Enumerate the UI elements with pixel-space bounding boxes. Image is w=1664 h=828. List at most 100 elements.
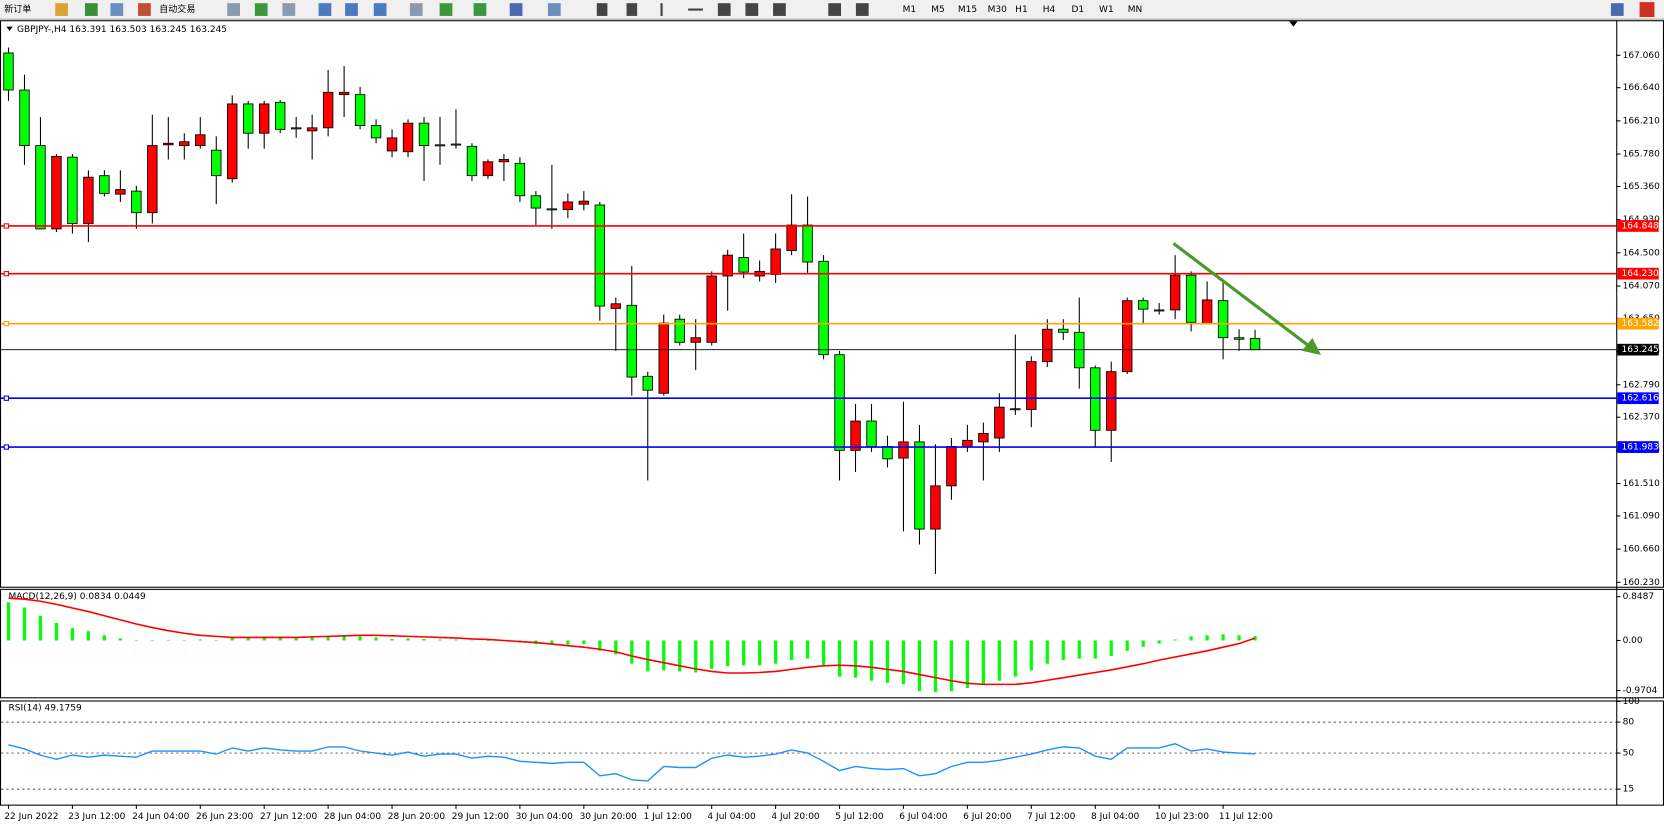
timeframe-button[interactable]: M30 [988, 5, 1008, 15]
macd-bar [917, 640, 922, 692]
macd-bar [310, 637, 314, 641]
candle-body [195, 134, 206, 146]
candle-body [1201, 299, 1213, 325]
macd-bar [1045, 640, 1049, 664]
macd-bar [22, 607, 27, 641]
candle-body [163, 142, 174, 146]
macd-bar [390, 638, 394, 641]
macd-bar [1157, 640, 1161, 644]
candle-body [338, 91, 350, 96]
macd-bar [646, 640, 650, 672]
macd-bar [262, 636, 266, 641]
candle-body [147, 145, 158, 214]
macd-bar [949, 640, 954, 692]
x-tick-label: 4 Jul 20:00 [771, 812, 820, 822]
level-anchor [3, 444, 10, 450]
macd-bar [550, 640, 554, 645]
macd-bar [294, 636, 298, 641]
auto-trading-button[interactable]: 自动交易 [159, 3, 195, 15]
toolbar-icons [55, 2, 1655, 18]
candle-body [546, 208, 558, 211]
x-tick-label: 6 Jul 04:00 [899, 812, 948, 822]
x-tick-label: 29 Jun 12:00 [452, 812, 510, 822]
candle-body [930, 485, 941, 530]
timeframe-button[interactable]: H1 [1015, 5, 1028, 15]
y-tick-label: 165.780 [1623, 150, 1661, 160]
y-tick-label: 164.070 [1623, 282, 1661, 292]
macd-bar [198, 639, 202, 641]
candle-body [658, 322, 669, 394]
macd-bar [70, 628, 75, 641]
candle-body [1137, 300, 1149, 310]
y-tick-label: 50 [1623, 749, 1635, 759]
candle-body [1042, 328, 1053, 363]
level-price-box [1617, 267, 1659, 280]
macd-bar [38, 615, 43, 641]
level-price-box [1617, 343, 1659, 356]
macd-bar [246, 637, 250, 641]
candle-body [626, 304, 637, 378]
macd-bar [997, 640, 1001, 681]
candle-body [962, 439, 973, 447]
candle-body [99, 175, 110, 194]
macd-bar [486, 640, 490, 642]
candle-body [978, 432, 989, 443]
y-tick-label: 160.230 [1623, 578, 1661, 588]
macd-bar [118, 638, 122, 641]
timeframe-button[interactable]: D1 [1071, 5, 1084, 15]
macd-bar [1173, 639, 1177, 641]
macd-bar [102, 635, 106, 641]
level-price-label: 161.983 [1622, 443, 1660, 453]
candle-body [35, 145, 46, 230]
level-anchor [3, 395, 10, 401]
candle-body [322, 91, 334, 129]
timeframe-button[interactable]: M1 [903, 5, 917, 15]
macd-panel [0, 588, 1664, 699]
macd-bar [454, 639, 458, 641]
macd-bar [821, 640, 826, 666]
timeframe-button[interactable]: M5 [931, 5, 945, 15]
candle-body [610, 303, 622, 309]
candle-body [370, 125, 382, 139]
candle-body [1153, 309, 1165, 312]
timeframe-button[interactable]: M15 [958, 5, 977, 15]
macd-bar [566, 640, 570, 645]
timeframe-button[interactable]: MN [1128, 5, 1143, 15]
x-tick-label: 23 Jun 12:00 [68, 812, 126, 822]
macd-bar [662, 640, 666, 671]
macd-bar [54, 622, 59, 641]
macd-bar [438, 639, 442, 641]
timeframe-button[interactable]: W1 [1099, 5, 1114, 15]
level-price-box [1617, 317, 1659, 330]
y-tick-label: 100 [1623, 697, 1640, 707]
level-price-label: 164.230 [1622, 269, 1660, 279]
candle-body [354, 94, 366, 126]
candle-body [67, 156, 78, 224]
x-tick-label: 5 Jul 12:00 [835, 812, 884, 822]
y-tick-label: 161.510 [1623, 479, 1661, 489]
y-tick-label: 166.210 [1623, 116, 1661, 126]
trend-arrow [1172, 242, 1314, 350]
candle-body [418, 122, 430, 146]
y-tick-label: 162.370 [1623, 413, 1661, 423]
candle-body [578, 200, 590, 205]
level-anchor [3, 271, 10, 277]
macd-bar [1205, 635, 1209, 641]
macd-bar [582, 640, 586, 645]
x-tick-label: 7 Jul 12:00 [1027, 812, 1076, 822]
candle-body [19, 89, 30, 146]
macd-bar [134, 640, 138, 642]
macd-bar [710, 640, 714, 669]
candle-body [802, 224, 813, 263]
macd-bar [853, 640, 858, 678]
macd-bar [1141, 640, 1145, 647]
macd-bar [1125, 640, 1129, 651]
macd-bar [901, 640, 906, 685]
x-tick-label: 28 Jun 20:00 [388, 812, 446, 822]
new-order-button[interactable]: 新订单 [4, 3, 31, 15]
y-tick-label: 15 [1623, 785, 1634, 795]
candle-body [434, 144, 446, 147]
timeframe-button[interactable]: H4 [1043, 5, 1056, 15]
candle-body [243, 103, 254, 134]
macd-header: MACD(12,26,9) 0.0834 0.0449 [8, 592, 145, 602]
